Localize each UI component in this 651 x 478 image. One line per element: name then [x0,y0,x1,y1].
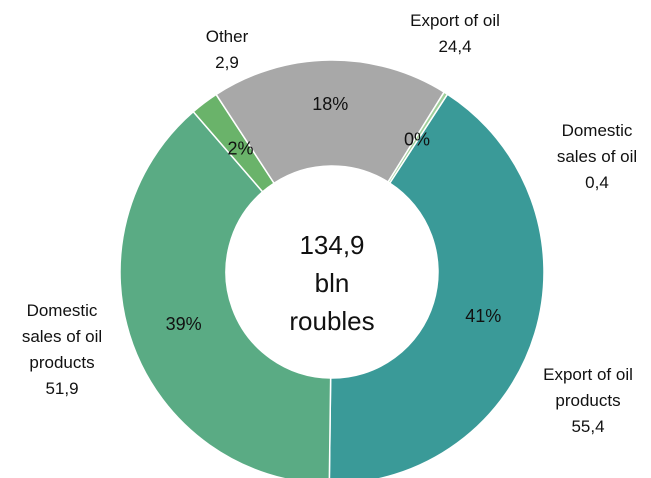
category-label-line: 2,9 [215,53,239,72]
outer-labels: Export of oil products 55,4 Domestic sales o… [22,11,637,436]
center-total-currency: roubles [289,306,374,336]
category-label-line: Domestic [27,301,98,320]
category-label-line: Other [206,27,249,46]
category-label-line: 51,9 [45,379,78,398]
category-label-line: 55,4 [571,417,604,436]
donut-slice [215,59,446,185]
category-label-line: products [555,391,620,410]
category-label-line: 24,4 [438,37,471,56]
center-total-value: 134,9 [299,230,364,260]
category-label-line: 0,4 [585,173,609,192]
category-label-line: Export of oil [543,365,633,384]
donut-slice [119,110,332,478]
category-label-line: Export of oil [410,11,500,30]
category-label-line: sales of oil [22,327,102,346]
slice-percent-label: 2% [228,139,254,159]
slice-percent-label: 41% [465,306,501,326]
category-label-line: Domestic [562,121,633,140]
donut-slice [387,91,449,185]
donut-slices [119,59,545,478]
slice-percent-label: 0% [404,129,430,149]
percent-labels: 41% 39% 2% 18% 0% [166,94,502,334]
category-label-line: sales of oil [557,147,637,166]
slice-percent-label: 18% [312,94,348,114]
category-label-line: products [29,353,94,372]
center-total-unit: bln [315,268,350,298]
donut-slice [328,93,545,478]
slice-percent-label: 39% [166,314,202,334]
